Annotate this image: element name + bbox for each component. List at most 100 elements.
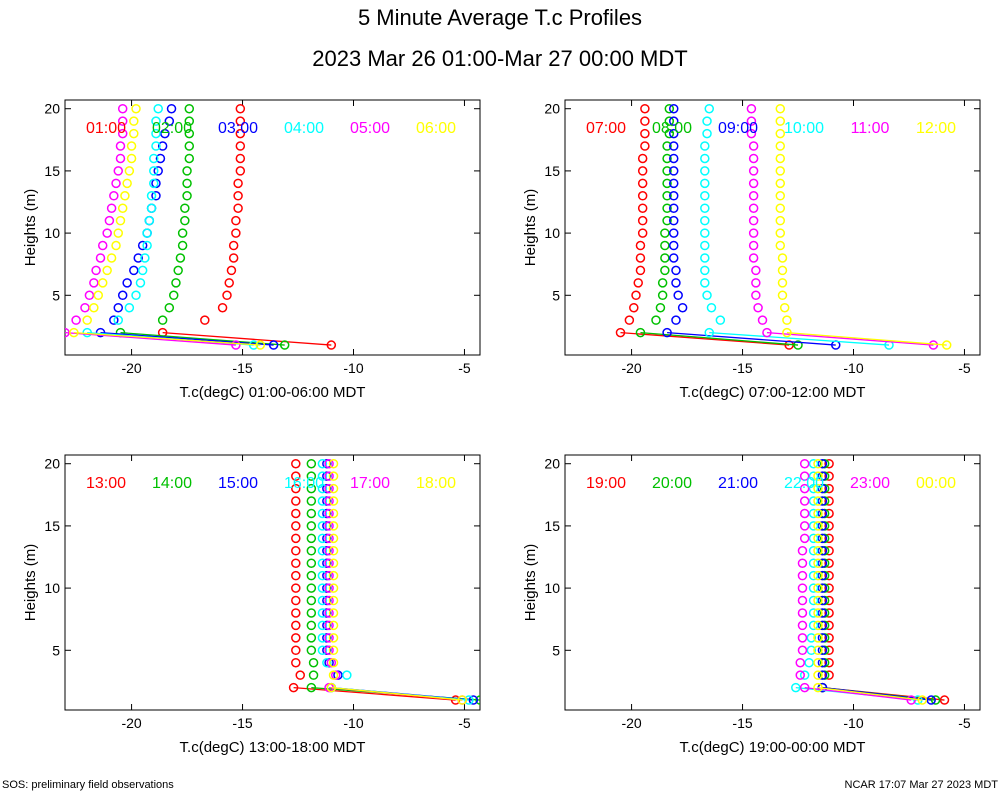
data-point xyxy=(291,483,301,494)
data-point xyxy=(117,116,128,126)
data-point xyxy=(328,533,339,544)
data-point xyxy=(813,620,823,631)
data-point xyxy=(615,327,626,338)
data-point xyxy=(306,533,317,544)
data-point xyxy=(751,265,761,276)
data-point xyxy=(233,191,243,201)
series-15:00 xyxy=(322,458,479,705)
data-point xyxy=(166,103,177,114)
data-point xyxy=(700,141,710,151)
data-point xyxy=(813,496,823,506)
data-point xyxy=(799,670,810,680)
x-tick-label: -5 xyxy=(458,715,471,731)
data-point xyxy=(762,327,772,338)
data-point xyxy=(941,340,952,350)
data-point xyxy=(324,645,334,656)
y-tick-label: 5 xyxy=(52,287,60,303)
data-point xyxy=(817,508,828,519)
data-point xyxy=(122,178,132,189)
data-point xyxy=(268,340,279,350)
data-point xyxy=(797,620,808,631)
data-point xyxy=(668,203,679,213)
data-point xyxy=(824,570,834,581)
series-line xyxy=(786,331,947,346)
data-point xyxy=(777,253,788,263)
data-point xyxy=(151,128,161,139)
series-line xyxy=(73,331,261,346)
data-point xyxy=(157,315,168,325)
y-axis-label: Heights (m) xyxy=(22,544,39,622)
data-point xyxy=(328,483,339,494)
data-point xyxy=(775,128,786,139)
data-point xyxy=(799,496,810,506)
data-point xyxy=(793,340,803,350)
data-point xyxy=(295,670,305,680)
data-point xyxy=(813,546,823,556)
data-point xyxy=(808,595,819,606)
data-point xyxy=(317,558,328,568)
legend-entry: 18:00 xyxy=(416,475,456,492)
data-point xyxy=(775,228,786,238)
data-point xyxy=(180,215,190,226)
data-point xyxy=(291,570,301,581)
data-point xyxy=(317,546,328,556)
data-point xyxy=(928,340,939,350)
data-point xyxy=(704,327,715,338)
data-point xyxy=(155,153,166,164)
data-point xyxy=(180,203,190,213)
data-point xyxy=(813,670,823,680)
data-point xyxy=(813,508,823,519)
data-point xyxy=(235,103,246,114)
legend-entry: 03:00 xyxy=(218,120,258,137)
panel-1: -20 -15 -10 -5 5 10 15 20 T.c(degC) 01:00-06:00 … xyxy=(22,99,481,401)
data-point xyxy=(231,340,241,350)
data-point xyxy=(317,483,328,494)
data-point xyxy=(93,290,104,301)
series-08:00 xyxy=(635,103,803,350)
series-16:00 xyxy=(317,458,474,705)
data-point xyxy=(129,265,139,276)
data-point xyxy=(235,128,246,139)
data-point xyxy=(657,290,668,301)
y-tick-label: 10 xyxy=(44,580,60,596)
series-line xyxy=(100,331,274,346)
x-tick-label: -15 xyxy=(732,715,752,731)
y-tick-label: 10 xyxy=(544,225,560,241)
series-12:00 xyxy=(775,103,952,350)
data-point xyxy=(144,215,155,226)
data-point xyxy=(184,116,195,126)
data-point xyxy=(224,278,234,288)
data-point xyxy=(113,228,124,238)
data-point xyxy=(808,533,819,544)
data-point xyxy=(328,657,339,668)
data-point xyxy=(824,458,834,469)
data-point xyxy=(95,253,106,263)
legend-entry: 06:00 xyxy=(416,120,456,137)
data-point xyxy=(182,178,192,189)
data-point xyxy=(231,228,241,238)
data-point xyxy=(817,496,828,506)
data-point xyxy=(306,458,317,469)
data-point xyxy=(106,253,117,263)
data-point xyxy=(306,471,317,481)
data-point xyxy=(151,116,161,126)
data-point xyxy=(291,496,301,506)
data-point xyxy=(113,315,124,325)
data-point xyxy=(324,533,334,544)
data-point xyxy=(808,496,819,506)
data-point xyxy=(662,153,672,164)
data-point xyxy=(164,116,175,126)
data-point xyxy=(824,657,834,668)
data-point xyxy=(97,240,108,251)
data-point xyxy=(291,608,301,618)
data-point xyxy=(748,240,759,251)
data-point xyxy=(291,521,301,531)
data-point xyxy=(151,141,161,151)
data-point xyxy=(475,695,480,705)
data-point xyxy=(746,128,757,139)
legend-entry: 00:00 xyxy=(916,475,956,492)
data-point xyxy=(306,633,317,643)
data-point xyxy=(91,265,101,276)
data-point xyxy=(808,471,819,481)
data-point xyxy=(813,558,823,568)
